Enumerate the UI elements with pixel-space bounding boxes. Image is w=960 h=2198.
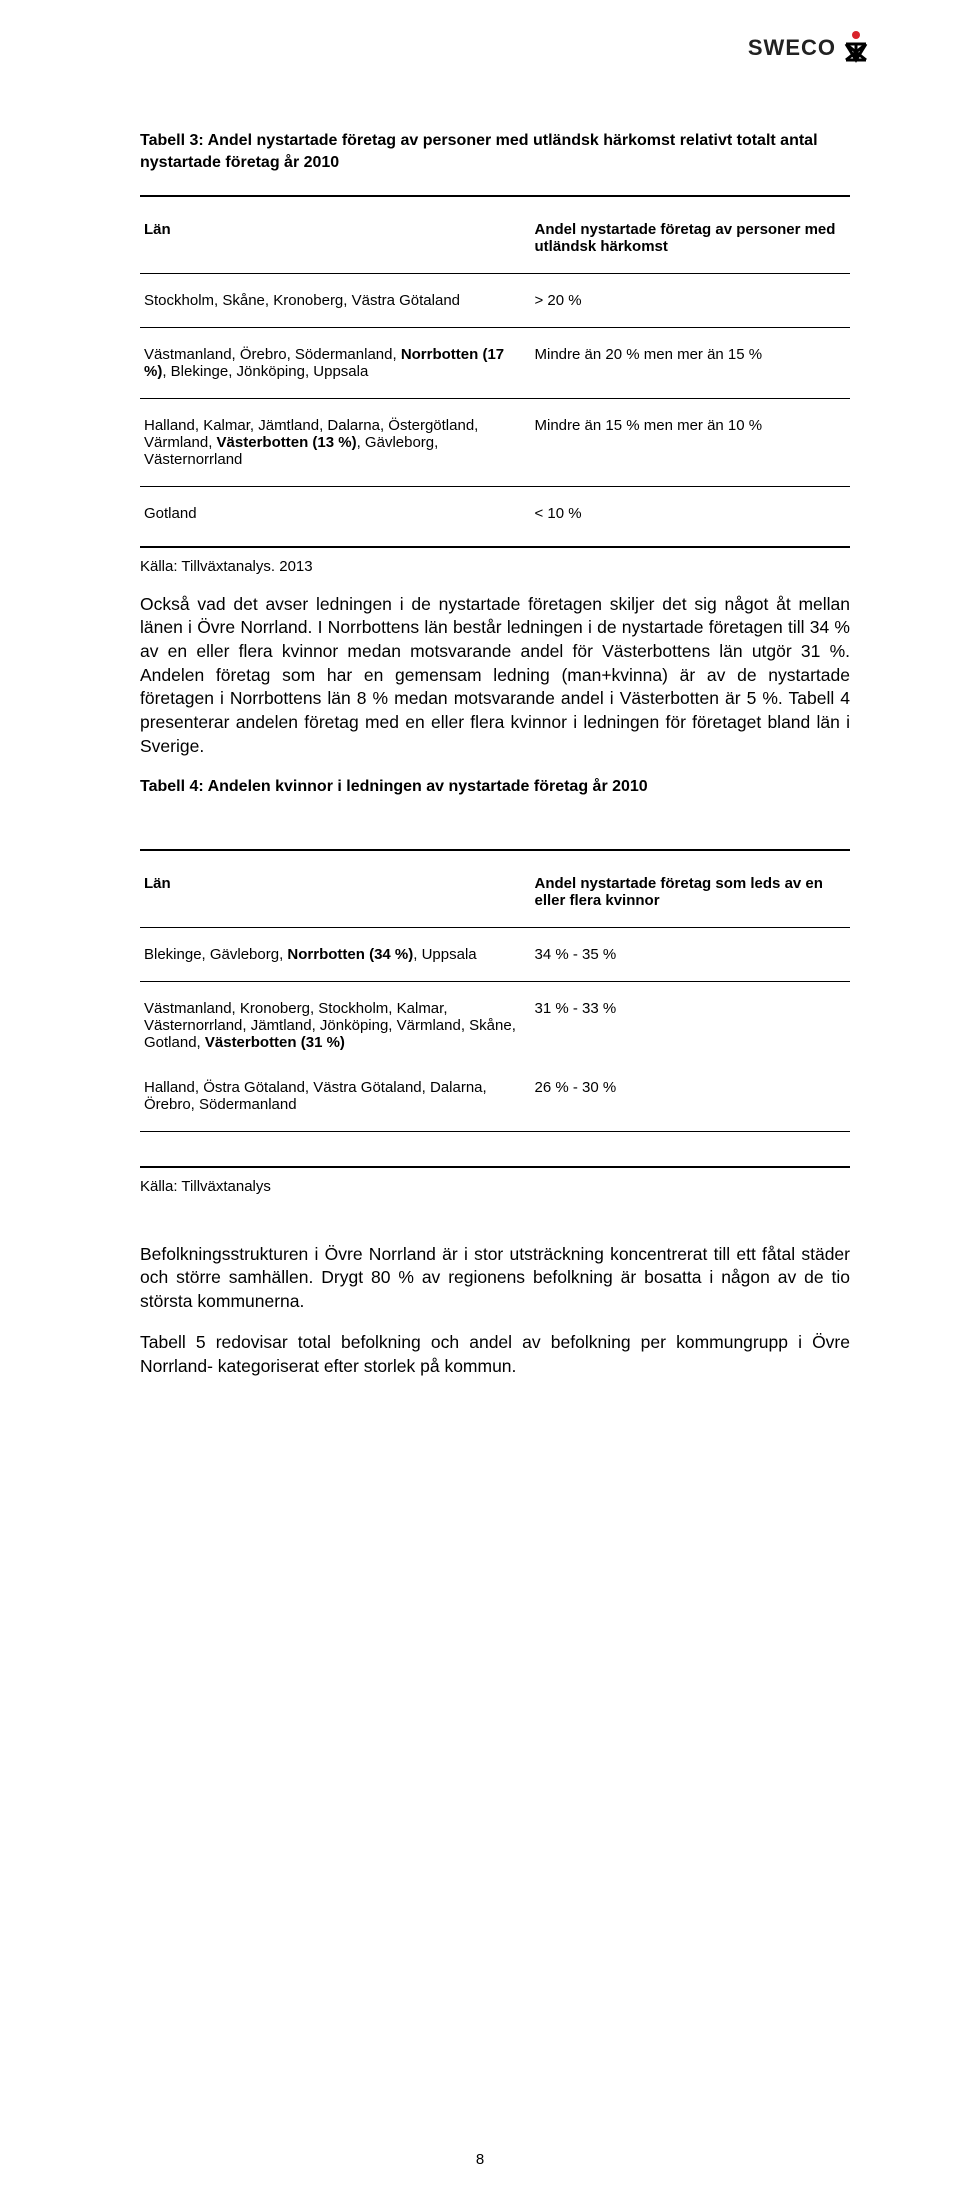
document-page: SWECO Tabell 3: Andel nystartade företag… <box>0 0 960 2198</box>
table3-cell-left: Stockholm, Skåne, Kronoberg, Västra Göta… <box>140 278 531 323</box>
table3-body: Västmanland, Örebro, Södermanland, Norrb… <box>140 332 850 394</box>
logo-icon <box>842 30 870 66</box>
divider <box>140 546 850 548</box>
table3-body: Halland, Kalmar, Jämtland, Dalarna, Öste… <box>140 403 850 482</box>
table4-cell-left: Blekinge, Gävleborg, Norrbotten (34 %), … <box>140 932 531 977</box>
table-row: Västmanland, Kronoberg, Stockholm, Kalma… <box>140 986 850 1065</box>
table4-title: Tabell 4: Andelen kvinnor i ledningen av… <box>140 776 850 798</box>
paragraph-3: Tabell 5 redovisar total befolkning och … <box>140 1331 850 1378</box>
divider <box>140 1131 850 1132</box>
divider <box>140 327 850 328</box>
table4-cell-right: 34 % - 35 % <box>531 932 851 977</box>
table-row: Halland, Östra Götaland, Västra Götaland… <box>140 1065 850 1127</box>
logo: SWECO <box>748 30 870 66</box>
table3-cell-left: Gotland <box>140 491 531 536</box>
divider <box>140 398 850 399</box>
table4-source: Källa: Tillväxtanalys <box>140 1178 850 1195</box>
table4-cell-left: Västmanland, Kronoberg, Stockholm, Kalma… <box>140 986 531 1065</box>
table4-header: Län Andel nystartade företag som leds av… <box>140 861 850 923</box>
table3-header-left: Län <box>140 207 531 269</box>
table-row: Blekinge, Gävleborg, Norrbotten (34 %), … <box>140 932 850 977</box>
table3-cell-right: Mindre än 20 % men mer än 15 % <box>531 332 851 394</box>
table3-cell-right: Mindre än 15 % men mer än 10 % <box>531 403 851 482</box>
table3-cell-left: Halland, Kalmar, Jämtland, Dalarna, Öste… <box>140 403 531 482</box>
table3-body: Stockholm, Skåne, Kronoberg, Västra Göta… <box>140 278 850 323</box>
table3-cell-right: < 10 % <box>531 491 851 536</box>
table-row: Gotland < 10 % <box>140 491 850 536</box>
table4-header-left: Län <box>140 861 531 923</box>
table4-body: Blekinge, Gävleborg, Norrbotten (34 %), … <box>140 932 850 977</box>
table-row: Västmanland, Örebro, Södermanland, Norrb… <box>140 332 850 394</box>
table3-title: Tabell 3: Andel nystartade företag av pe… <box>140 130 850 175</box>
table4-cell-left: Halland, Östra Götaland, Västra Götaland… <box>140 1065 531 1127</box>
divider <box>140 849 850 851</box>
table4-cell-right: 26 % - 30 % <box>531 1065 851 1127</box>
page-number: 8 <box>0 2151 960 2168</box>
table3-body: Gotland < 10 % <box>140 491 850 536</box>
paragraph-1: Också vad det avser ledningen i de nysta… <box>140 593 850 758</box>
table4-header-right: Andel nystartade företag som leds av en … <box>531 861 851 923</box>
table4-body: Västmanland, Kronoberg, Stockholm, Kalma… <box>140 986 850 1127</box>
divider <box>140 273 850 274</box>
table3-cell-right: > 20 % <box>531 278 851 323</box>
divider <box>140 195 850 197</box>
divider <box>140 927 850 928</box>
table3-cell-left: Västmanland, Örebro, Södermanland, Norrb… <box>140 332 531 394</box>
divider <box>140 486 850 487</box>
table3-source: Källa: Tillväxtanalys. 2013 <box>140 558 850 575</box>
table-row: Halland, Kalmar, Jämtland, Dalarna, Öste… <box>140 403 850 482</box>
table3-header-right: Andel nystartade företag av personer med… <box>531 207 851 269</box>
table4-cell-right: 31 % - 33 % <box>531 986 851 1065</box>
table3-header: Län Andel nystartade företag av personer… <box>140 207 850 269</box>
table-row: Stockholm, Skåne, Kronoberg, Västra Göta… <box>140 278 850 323</box>
paragraph-2: Befolkningsstrukturen i Övre Norrland är… <box>140 1243 850 1314</box>
divider <box>140 1166 850 1168</box>
divider <box>140 981 850 982</box>
logo-text: SWECO <box>748 35 836 61</box>
